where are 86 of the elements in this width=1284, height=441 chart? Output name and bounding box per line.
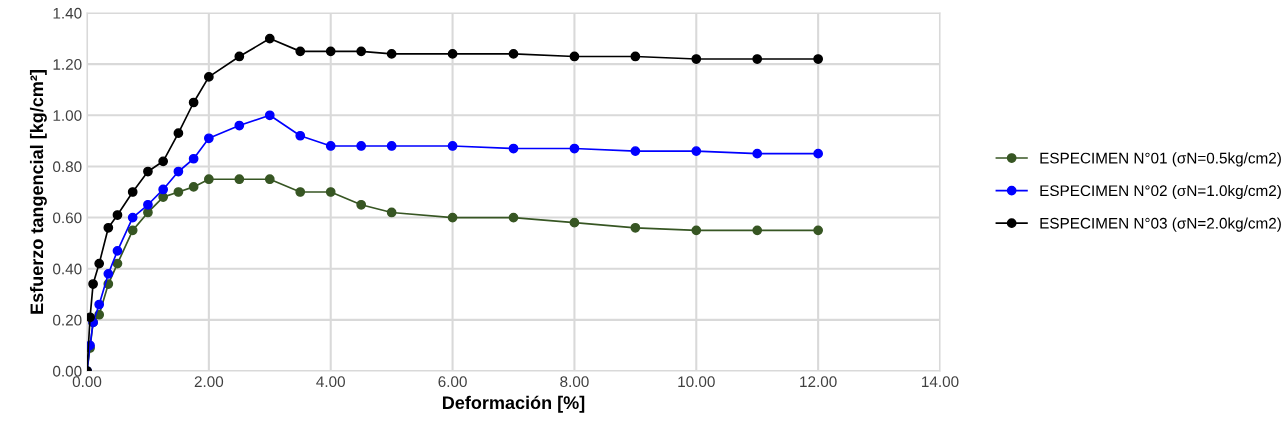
point xyxy=(203,174,214,185)
legend-label: ESPECIMEN N°02 (σN=1.0kg/cm2) xyxy=(1040,184,1281,200)
point xyxy=(569,217,580,228)
point xyxy=(143,207,153,218)
point xyxy=(752,148,763,159)
point xyxy=(173,128,184,139)
point xyxy=(508,143,519,154)
point xyxy=(295,187,306,197)
point xyxy=(386,141,397,151)
point xyxy=(325,46,336,57)
point xyxy=(188,153,199,164)
x-tick-label: 12.00 xyxy=(800,376,837,388)
y-tick-label: 0.60 xyxy=(53,212,82,224)
legend-label: ESPECIMEN N°01 (σN=0.5kg/cm2) xyxy=(1040,152,1281,167)
point xyxy=(630,222,641,233)
x-tick-label: 6.00 xyxy=(438,376,467,388)
point xyxy=(127,225,138,236)
point xyxy=(88,279,98,289)
point xyxy=(94,299,105,310)
point xyxy=(630,146,641,156)
y-tick-label: 0.00 xyxy=(53,365,82,377)
point xyxy=(234,51,245,62)
x-tick-label: 10.00 xyxy=(678,376,715,388)
point xyxy=(103,222,114,233)
point xyxy=(234,174,245,185)
point xyxy=(264,110,275,121)
point xyxy=(103,268,114,279)
point xyxy=(356,199,367,210)
y-tick-label: 0.20 xyxy=(53,314,82,326)
point xyxy=(356,46,367,57)
point xyxy=(447,141,458,151)
x-tick-label: 8.00 xyxy=(560,376,589,388)
x-tick-label: 2.00 xyxy=(194,376,224,388)
point xyxy=(752,225,763,236)
point xyxy=(569,143,580,154)
point xyxy=(203,133,214,144)
point xyxy=(112,245,123,256)
point xyxy=(127,212,138,223)
point xyxy=(188,182,199,192)
point xyxy=(94,258,105,269)
point xyxy=(112,210,123,220)
point xyxy=(691,225,702,236)
point xyxy=(325,141,336,151)
point xyxy=(386,207,397,218)
point xyxy=(158,184,169,195)
point xyxy=(691,54,702,64)
point xyxy=(356,141,367,151)
point xyxy=(158,156,169,167)
y-tick-label: 1.40 xyxy=(53,7,82,19)
point xyxy=(813,225,824,236)
point xyxy=(234,120,245,131)
x-axis-title: Deformación [%] xyxy=(442,395,585,413)
point xyxy=(173,166,184,177)
point xyxy=(813,54,824,64)
y-tick-label: 0.80 xyxy=(53,161,82,173)
point xyxy=(264,33,275,44)
point xyxy=(813,148,824,159)
point xyxy=(203,72,214,82)
point xyxy=(447,212,458,223)
point xyxy=(188,97,199,108)
point xyxy=(508,212,519,223)
point xyxy=(143,166,153,177)
y-axis-title: Esfuerzo tangencial [kg/cm²] xyxy=(29,70,47,314)
point xyxy=(630,51,641,62)
point xyxy=(295,130,306,141)
point xyxy=(447,49,458,59)
point xyxy=(173,187,184,197)
x-tick-label: 0.00 xyxy=(72,376,102,388)
point xyxy=(508,49,519,59)
point xyxy=(127,187,138,197)
point xyxy=(264,174,275,185)
point xyxy=(386,49,397,59)
x-tick-label: 4.00 xyxy=(316,376,345,388)
x-tick-label: 14.00 xyxy=(922,376,959,388)
point xyxy=(325,187,336,197)
point xyxy=(112,258,123,269)
point xyxy=(569,51,580,62)
legend-label: ESPECIMEN N°03 (σN=2.0kg/cm2) xyxy=(1040,217,1281,232)
y-tick-label: 0.40 xyxy=(53,263,82,275)
y-tick-label: 1.20 xyxy=(53,59,82,70)
point xyxy=(295,46,306,57)
point xyxy=(158,192,169,202)
y-tick-label: 1.00 xyxy=(53,110,82,121)
point xyxy=(691,146,702,156)
point xyxy=(143,199,153,210)
point xyxy=(752,54,763,64)
